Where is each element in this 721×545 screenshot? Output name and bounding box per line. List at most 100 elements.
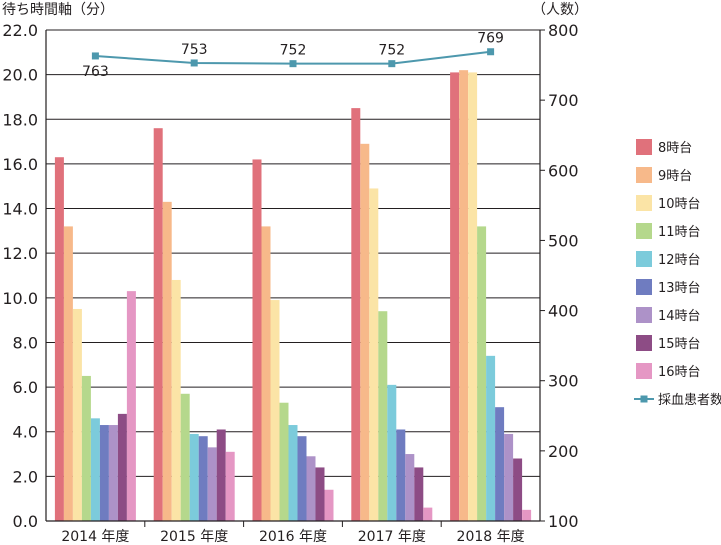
legend-swatch xyxy=(636,279,652,295)
bar xyxy=(351,108,361,521)
bar xyxy=(189,433,199,521)
legend-swatch xyxy=(636,139,652,155)
bar xyxy=(279,402,289,521)
patient-count-line: 763 753 752 752 769 xyxy=(82,31,504,80)
bar xyxy=(522,509,532,521)
legend-label: 15時台 xyxy=(658,337,701,352)
y-left-tick-label: 8.0 xyxy=(13,333,38,352)
bar xyxy=(261,226,271,521)
bar xyxy=(63,226,73,521)
y-left-tick-label: 6.0 xyxy=(13,378,38,397)
y-left-tick-label: 2.0 xyxy=(13,467,38,486)
y-right-tick-label: 500 xyxy=(548,231,579,250)
y-left-tick-label: 0.0 xyxy=(13,512,38,531)
y-left-tick-label: 4.0 xyxy=(13,423,38,442)
y-right-tick-label: 100 xyxy=(548,512,579,531)
line-marker xyxy=(487,48,495,56)
bar xyxy=(162,201,172,521)
bars xyxy=(54,70,532,522)
bar xyxy=(495,407,505,521)
bar xyxy=(387,384,397,521)
bar xyxy=(450,72,460,522)
legend-label: 12時台 xyxy=(658,253,701,268)
y-right-tick-label: 700 xyxy=(548,91,579,110)
y-left-tick-label: 20.0 xyxy=(2,66,38,85)
line-data-label: 753 xyxy=(181,42,208,58)
bar xyxy=(180,393,190,521)
bar xyxy=(72,308,82,521)
y-right-tick-label: 800 xyxy=(548,21,579,40)
legend-label: 14時台 xyxy=(658,309,701,324)
legend-label: 10時台 xyxy=(658,197,701,212)
legend-swatch xyxy=(636,363,652,379)
x-tick-label: 2018 年度 xyxy=(457,529,525,545)
legend-label: 9時台 xyxy=(658,169,692,184)
x-tick-label: 2015 年度 xyxy=(160,529,228,545)
line-marker xyxy=(388,60,396,68)
x-tick-label: 2017 年度 xyxy=(358,529,426,545)
bar xyxy=(414,467,424,521)
line-data-label: 752 xyxy=(280,43,307,59)
y-right-tick-label: 200 xyxy=(548,442,579,461)
bar xyxy=(153,128,163,521)
bar xyxy=(198,436,208,521)
legend-swatch xyxy=(636,195,652,211)
x-tick-label: 2014 年度 xyxy=(61,529,129,545)
bar xyxy=(117,413,127,521)
axes: 0.0 2.0 4.0 6.0 8.0 10.0 12.0 14.0 16.0 18.0 20.0 2… xyxy=(2,21,578,545)
line-data-label: 769 xyxy=(477,31,504,47)
legend-label: 11時台 xyxy=(658,225,701,240)
bar xyxy=(378,311,388,521)
bar xyxy=(90,418,100,521)
legend-label: 採血患者数 xyxy=(658,393,721,408)
bar xyxy=(81,375,91,521)
y-left-tick-label: 14.0 xyxy=(2,200,38,219)
y-left-tick-label: 10.0 xyxy=(2,289,38,308)
legend-swatch xyxy=(636,335,652,351)
y-left-tick-label: 18.0 xyxy=(2,110,38,129)
bar xyxy=(99,425,109,521)
legend-label: 13時台 xyxy=(658,281,701,296)
bar xyxy=(252,159,262,522)
bar xyxy=(306,456,316,521)
line-marker xyxy=(289,60,297,68)
legend-swatch xyxy=(636,223,652,239)
y-left-tick-label: 16.0 xyxy=(2,155,38,174)
bar xyxy=(324,489,334,521)
bar xyxy=(405,454,415,521)
bar xyxy=(126,291,136,521)
y-right-tick-label: 300 xyxy=(548,372,579,391)
bar xyxy=(207,447,217,521)
bar xyxy=(459,70,469,521)
bar xyxy=(108,425,118,521)
y-left-tick-label: 12.0 xyxy=(2,244,38,263)
line-marker xyxy=(190,59,198,67)
bar xyxy=(369,188,379,521)
bar xyxy=(423,507,433,521)
y-axis-right-label: （人数） xyxy=(532,2,588,18)
y-axis-left-label: 待ち時間軸（分） xyxy=(2,2,114,18)
line-data-label: 763 xyxy=(82,64,109,80)
bar xyxy=(54,157,64,522)
bar xyxy=(270,300,280,521)
bar xyxy=(468,72,478,522)
bar xyxy=(504,433,514,521)
bar xyxy=(171,279,181,521)
line-data-label: 752 xyxy=(378,43,405,59)
line-marker xyxy=(91,52,99,60)
x-tick-label: 2016 年度 xyxy=(259,529,327,545)
bar xyxy=(288,425,298,521)
y-right-tick-label: 400 xyxy=(548,302,579,321)
y-left-tick-label: 22.0 xyxy=(2,21,38,40)
bar xyxy=(216,429,226,521)
bar xyxy=(360,143,370,521)
legend-line-marker xyxy=(640,395,648,403)
bar xyxy=(297,436,307,521)
legend-label: 16時台 xyxy=(658,365,701,380)
bar xyxy=(477,226,487,521)
bar xyxy=(396,429,406,521)
legend-label: 8時台 xyxy=(658,141,692,156)
legend-swatch xyxy=(636,251,652,267)
